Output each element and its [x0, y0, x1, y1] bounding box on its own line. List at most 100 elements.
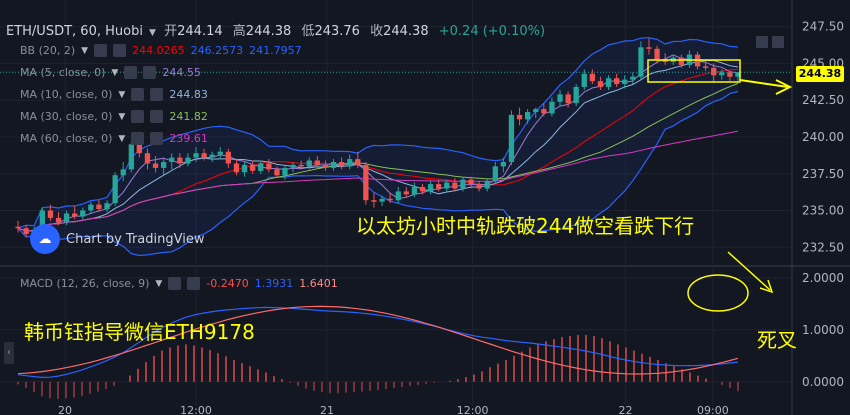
price-tick-label: 242.50	[802, 93, 844, 107]
close-label: 收	[370, 24, 384, 39]
candle-body	[274, 169, 280, 176]
candle-body	[80, 210, 86, 217]
close-icon[interactable]	[150, 132, 164, 145]
tradingview-logo-icon: ☁	[30, 224, 60, 254]
candle-body	[258, 163, 264, 171]
settings-icon[interactable]	[168, 277, 182, 290]
candle-body	[638, 47, 644, 77]
death-cross-circle	[687, 274, 749, 312]
macd-histogram-value: -0.2470	[206, 277, 249, 290]
indicator-ma10[interactable]: MA (10, close, 0) ▼ 244.83	[20, 88, 208, 101]
candle-body	[533, 109, 539, 112]
change-value: +0.24 (+0.10%)	[438, 24, 546, 39]
close-icon[interactable]	[143, 66, 157, 79]
current-price-label: 244.38	[796, 66, 844, 82]
close-icon[interactable]	[772, 36, 784, 48]
candle-body	[15, 226, 21, 229]
ma10-value: 244.83	[169, 88, 208, 101]
chevron-up-icon[interactable]	[756, 36, 768, 48]
candle-body	[177, 157, 183, 164]
indicator-ma30-label: MA (30, close, 0)	[20, 110, 113, 123]
candle-body	[549, 101, 555, 114]
close-icon[interactable]	[150, 88, 164, 101]
candle-body	[355, 159, 361, 165]
close-icon[interactable]	[113, 44, 127, 57]
candle-body	[573, 87, 579, 104]
indicator-ma10-label: MA (10, close, 0)	[20, 88, 113, 101]
macd-line-value: 1.3931	[254, 277, 294, 290]
settings-icon[interactable]	[124, 66, 138, 79]
candle-body	[711, 67, 717, 76]
candle-body	[500, 162, 506, 167]
chevron-down-icon[interactable]: ▼	[118, 133, 126, 144]
candle-body	[136, 144, 142, 154]
candle-body	[193, 153, 199, 158]
time-tick-label: 20	[58, 404, 72, 415]
indicator-ma5[interactable]: MA (5, close, 0) ▼ 244.55	[20, 66, 201, 79]
chevron-down-icon[interactable]: ▼	[155, 278, 163, 289]
indicator-ma30[interactable]: MA (30, close, 0) ▼ 241.82	[20, 110, 208, 123]
indicator-bb-label: BB (20, 2)	[20, 44, 76, 57]
candle-body	[395, 191, 401, 201]
annotation-death-cross: 死叉	[757, 328, 797, 352]
bollinger-lower-line	[17, 91, 739, 257]
indicator-ma60[interactable]: MA (60, close, 0) ▼ 239.61	[20, 132, 208, 145]
indicator-ma5-label: MA (5, close, 0)	[20, 66, 106, 79]
settings-icon[interactable]	[131, 132, 145, 145]
candle-body	[250, 164, 256, 171]
scroll-left-button[interactable]: ‹	[4, 342, 14, 364]
settings-icon[interactable]	[131, 88, 145, 101]
bb-basis-value: 244.0265	[132, 44, 185, 57]
time-tick-label: 22	[619, 404, 633, 415]
chevron-down-icon[interactable]: ▼	[111, 67, 119, 78]
bb-lower-value: 241.7957	[249, 44, 302, 57]
candle-body	[436, 184, 442, 189]
candle-body	[703, 66, 709, 68]
candle-body	[484, 181, 490, 189]
candle-body	[419, 187, 426, 192]
chevron-down-icon[interactable]: ▼	[148, 28, 156, 38]
close-icon[interactable]	[187, 277, 201, 290]
candle-body	[169, 157, 175, 162]
indicator-ma60-label: MA (60, close, 0)	[20, 132, 113, 145]
candle-body	[581, 73, 587, 87]
candle-body	[339, 162, 345, 167]
open-value: 244.14	[177, 24, 223, 39]
ma30-value: 241.82	[169, 110, 208, 123]
candle-body	[217, 151, 223, 155]
candle-body	[128, 144, 134, 170]
candle-body	[39, 210, 45, 230]
candle-body	[589, 73, 595, 82]
symbol-title[interactable]: ETH/USDT, 60, Huobi	[6, 24, 143, 39]
macd-line	[17, 306, 739, 379]
candle-body	[516, 114, 523, 120]
chevron-down-icon[interactable]: ▼	[118, 89, 126, 100]
chevron-down-icon[interactable]: ▼	[118, 111, 126, 122]
bb-upper-value: 246.2573	[190, 44, 244, 57]
high-value: 244.38	[245, 24, 292, 39]
candle-body	[427, 184, 434, 192]
candle-body	[597, 81, 604, 87]
candle-body	[120, 169, 126, 176]
candle-body	[557, 94, 563, 102]
indicator-bb[interactable]: BB (20, 2) ▼ 244.0265 246.2573 241.7957	[20, 44, 302, 57]
candle-body	[241, 164, 248, 173]
candle-body	[144, 153, 151, 164]
candle-body	[225, 151, 231, 164]
candle-body	[525, 112, 531, 120]
time-tick-label: 12:00	[457, 404, 489, 415]
close-icon[interactable]	[150, 110, 164, 123]
ma10-line	[17, 59, 739, 232]
candle-body	[104, 203, 110, 210]
settings-icon[interactable]	[94, 44, 108, 57]
price-tick-label: 232.50	[802, 240, 844, 254]
indicator-macd[interactable]: MACD (12, 26, close, 9) ▼ -0.2470 1.3931 …	[20, 277, 338, 290]
ma60-value: 239.61	[169, 132, 208, 145]
chart-header: ETH/USDT, 60, Huobi ▼ 开244.14 高244.38 低24…	[6, 20, 545, 39]
candle-body	[112, 175, 118, 204]
chevron-down-icon[interactable]: ▼	[81, 45, 89, 56]
candle-body	[719, 72, 725, 76]
settings-icon[interactable]	[131, 110, 145, 123]
candle-body	[614, 78, 620, 85]
